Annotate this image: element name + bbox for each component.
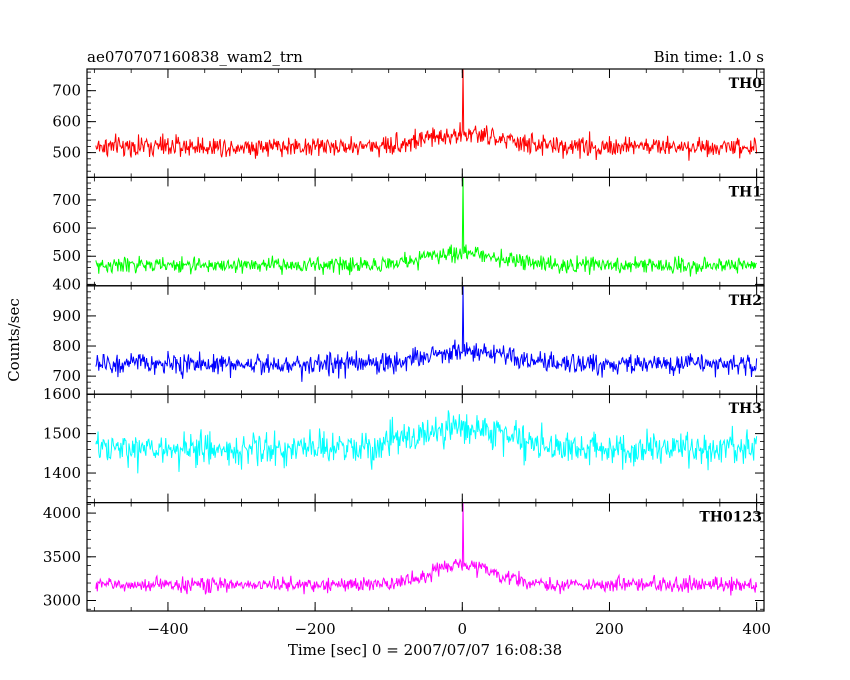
panel-th0: 500 600 700 TH0 xyxy=(52,68,765,179)
y-tick-label: 3500 xyxy=(43,548,81,566)
series-line-th2 xyxy=(95,285,758,382)
y-axis-title: Counts/sec xyxy=(5,298,23,382)
x-tick-label: 200 xyxy=(595,620,624,638)
panel-th1: 400 500 600 700 TH1 xyxy=(52,176,765,293)
panel-frame xyxy=(86,393,765,504)
y-tick-label: 500 xyxy=(52,247,81,265)
x-axis-title: Time [sec] 0 = 2007/07/07 16:08:38 xyxy=(288,641,562,659)
series-line-th3 xyxy=(95,410,758,474)
panel-frame xyxy=(86,285,765,395)
panel-th3: 1400 1500 1600 TH3 xyxy=(43,385,765,504)
x-axis: −400 −200 0 200 400 xyxy=(147,620,771,638)
bin-time-label: Bin time: 1.0 s xyxy=(654,48,764,66)
x-tick-label: 400 xyxy=(742,620,771,638)
panel-label: TH0 xyxy=(729,76,763,92)
y-tick-label: 500 xyxy=(52,144,81,162)
panel-frame xyxy=(86,68,765,179)
panels-group: 500 600 700 TH0 400 500 600 700 TH1 700 800 900 TH2 1… xyxy=(43,68,765,612)
y-tick-label: 700 xyxy=(52,191,81,209)
y-tick-label: 700 xyxy=(52,367,81,385)
series-line-th0 xyxy=(95,69,758,161)
series-line-th1 xyxy=(95,177,757,277)
panel-th0123: 3000 3500 4000 TH0123 xyxy=(43,502,765,612)
panel-frame xyxy=(86,502,765,612)
x-tick-label: 0 xyxy=(458,620,468,638)
y-tick-label: 700 xyxy=(52,82,81,100)
series-line-th0123 xyxy=(95,502,758,596)
y-tick-label: 600 xyxy=(52,113,81,131)
y-tick-label: 1600 xyxy=(43,385,81,403)
y-tick-label: 800 xyxy=(52,337,81,355)
panel-label: TH1 xyxy=(729,184,762,200)
y-tick-label: 1400 xyxy=(43,464,81,482)
y-tick-label: 400 xyxy=(52,275,81,293)
object-name-label: ae070707160838_wam2_trn xyxy=(87,48,303,66)
x-tick-label: −400 xyxy=(147,620,188,638)
panel-label: TH3 xyxy=(729,401,762,417)
panel-th2: 700 800 900 TH2 xyxy=(52,285,765,395)
x-tick-label: −200 xyxy=(295,620,336,638)
y-tick-label: 900 xyxy=(52,307,81,325)
y-tick-label: 3000 xyxy=(43,592,81,610)
panel-label: TH0123 xyxy=(699,510,762,526)
y-tick-label: 4000 xyxy=(43,504,81,522)
y-tick-label: 600 xyxy=(52,219,81,237)
panel-label: TH2 xyxy=(729,293,762,309)
y-tick-label: 1500 xyxy=(43,425,81,443)
